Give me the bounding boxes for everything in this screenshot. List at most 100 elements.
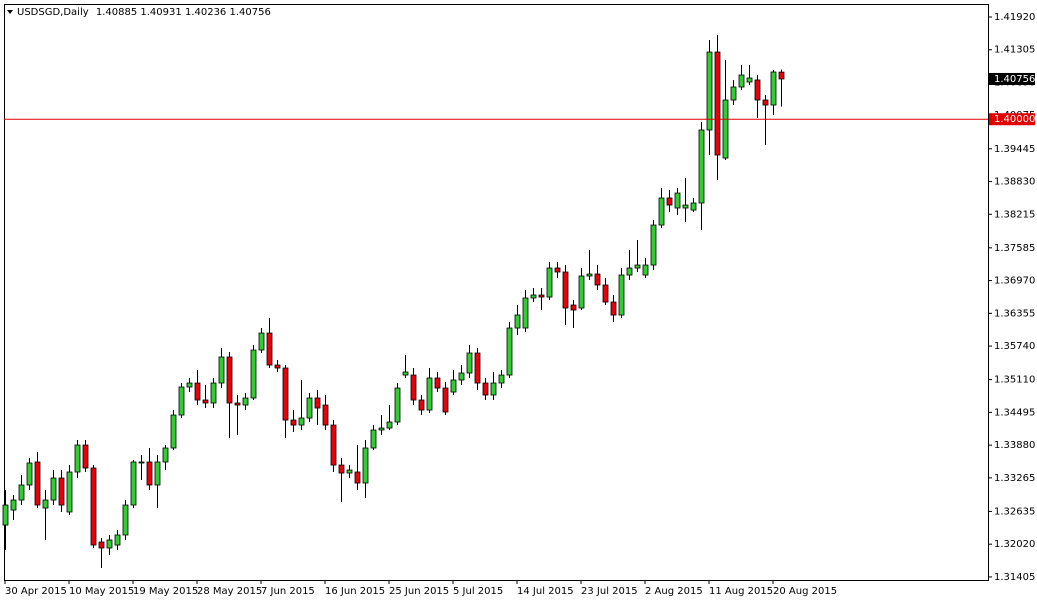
candle-body (290, 419, 297, 426)
candle-body (50, 477, 57, 501)
candle-body (586, 273, 593, 277)
candle-body (482, 382, 489, 396)
candle-body (378, 427, 385, 431)
candle-body (690, 202, 697, 211)
candle-body (602, 284, 609, 303)
candle-body (66, 471, 73, 513)
candle-body (402, 371, 409, 376)
menu-arrow (7, 10, 13, 14)
candle-body (226, 356, 233, 404)
y-tick-label: 1.31405 (994, 572, 1035, 583)
y-tick-label: 1.33880 (994, 440, 1035, 451)
candle-body (170, 414, 177, 449)
x-tick-label: 11 Aug 2015 (709, 586, 773, 597)
candle-body (522, 297, 529, 329)
candle-body (634, 264, 641, 269)
candle-body (594, 273, 601, 286)
y-tick-label: 1.34495 (994, 407, 1035, 418)
header-open: 1.40885 (96, 7, 137, 18)
x-tick-label: 7 Jun 2015 (261, 586, 315, 597)
y-tick-label: 1.38215 (994, 209, 1035, 220)
candle-body (394, 387, 401, 423)
y-tick-label: 1.37585 (994, 243, 1035, 254)
candle-body (338, 464, 345, 474)
candle-body (642, 264, 649, 276)
candle-body (370, 429, 377, 449)
header-high: 1.40931 (140, 7, 181, 18)
candle-body (82, 444, 89, 469)
candle-body (474, 352, 481, 384)
candle-body (538, 294, 545, 298)
candle-body (106, 539, 113, 549)
candle-body (778, 71, 785, 80)
y-tick-label: 1.32635 (994, 506, 1035, 517)
candle-body (346, 469, 353, 474)
candle-body (410, 374, 417, 401)
candle-body (234, 402, 241, 406)
candle-body (754, 79, 761, 101)
candle-body (250, 349, 257, 399)
candle-body (98, 541, 105, 549)
candle-body (362, 447, 369, 484)
candle-body (418, 399, 425, 411)
candle-body (706, 51, 713, 131)
candle-body (178, 386, 185, 416)
x-tick-label: 25 Jun 2015 (389, 586, 449, 597)
y-tick-label: 1.36970 (994, 276, 1035, 287)
candle-body (562, 271, 569, 309)
candle-body (122, 504, 129, 536)
candle-body (514, 314, 521, 329)
candle-body (658, 197, 665, 226)
candle-body (26, 462, 33, 486)
candle-body (34, 461, 41, 506)
candle-body (154, 461, 161, 486)
candle-body (322, 404, 329, 426)
x-tick-label: 23 Jul 2015 (581, 586, 638, 597)
header-low: 1.40236 (185, 7, 226, 18)
candle-body (530, 294, 537, 299)
candle-body (218, 356, 225, 384)
y-tick-label: 1.41305 (994, 45, 1035, 56)
x-tick-label: 19 May 2015 (133, 586, 198, 597)
candle-body (194, 382, 201, 401)
candle-body (146, 461, 153, 486)
candle-body (42, 499, 49, 509)
y-tick-label: 1.36355 (994, 308, 1035, 319)
y-tick-label: 1.41920 (994, 12, 1035, 23)
price-label: 1.40756 (994, 74, 1035, 85)
candle-body (434, 377, 441, 389)
x-tick-label: 14 Jul 2015 (517, 586, 574, 597)
candle-body (386, 421, 393, 429)
candle-body (490, 382, 497, 396)
y-tick-label: 1.32020 (994, 539, 1035, 550)
candle-body (682, 204, 689, 209)
candle-body (354, 471, 361, 484)
candle-body (2, 504, 9, 526)
candle-body (138, 461, 145, 464)
candle-body (466, 352, 473, 374)
candle-body (210, 382, 217, 404)
level-label-box (989, 113, 1035, 126)
candle-body (506, 327, 513, 376)
candle-body (770, 71, 777, 106)
candle-body (58, 477, 65, 506)
candle-body (298, 417, 305, 426)
x-tick-label: 20 Aug 2015 (773, 586, 837, 597)
y-tick-label: 1.35740 (994, 341, 1035, 352)
y-tick-label: 1.33265 (994, 473, 1035, 484)
candle-body (650, 224, 657, 266)
x-tick-label: 2 Aug 2015 (645, 586, 703, 597)
x-tick-label: 5 Jul 2015 (453, 586, 503, 597)
candle-body (202, 399, 209, 404)
header: USDSGD,Daily 1.40885 1.40931 1.40236 1.4… (17, 7, 271, 18)
candle-body (458, 372, 465, 381)
candle-body (274, 364, 281, 369)
candle-body (738, 74, 745, 88)
candle-body (18, 484, 25, 501)
candle-body (306, 397, 313, 419)
candle-body (330, 424, 337, 466)
candle-body (730, 86, 737, 101)
plot-frame (4, 4, 989, 581)
candle-body (282, 367, 289, 421)
